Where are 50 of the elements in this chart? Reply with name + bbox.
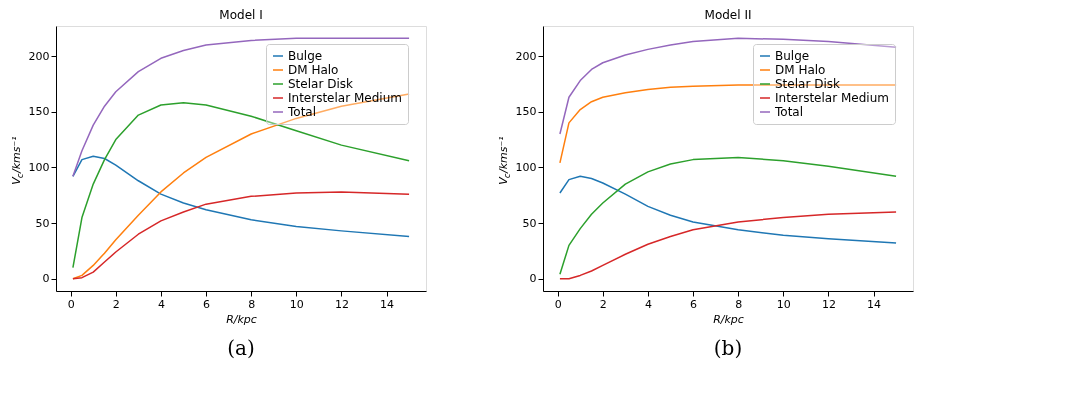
x-tick-label: 6 [203, 297, 211, 311]
legend-label: Total [287, 105, 317, 119]
chart-title: Model II [704, 8, 752, 22]
x-tick-label: 10 [289, 297, 304, 311]
x-tick-label: 2 [112, 297, 120, 311]
x-axis-title: R/kpc [713, 312, 744, 326]
line-series [72, 155, 410, 238]
legend-label: Bulge [288, 49, 323, 63]
x-tick-label: 6 [690, 297, 698, 311]
text: (a) [227, 336, 255, 360]
line-series [559, 175, 897, 244]
y-tick-label: 100 [28, 160, 50, 174]
y-tick-label: 200 [28, 49, 50, 63]
y-tick-label: 50 [35, 216, 50, 230]
x-tick-label: 12 [334, 297, 349, 311]
x-tick-label: 8 [735, 297, 743, 311]
legend-label: Bulge [775, 49, 810, 63]
text: (b) [713, 336, 743, 360]
line-series [559, 37, 897, 135]
y-tick-label: 200 [515, 49, 537, 63]
x-tick-label: 12 [821, 297, 836, 311]
chart-title: Model I [219, 8, 263, 22]
x-tick-label: 4 [644, 297, 652, 311]
legend-label: Stelar Disk [775, 77, 840, 91]
legend-label: DM Halo [775, 63, 826, 77]
y-axis-title: Vc/kms⁻¹ [10, 136, 25, 185]
line-series [72, 191, 410, 280]
y-tick-label: 0 [42, 272, 50, 286]
y-tick-label: 150 [515, 105, 537, 119]
x-tick-label: 0 [67, 297, 75, 311]
y-tick-label: 100 [515, 160, 537, 174]
legend-label: Stelar Disk [288, 77, 353, 91]
y-tick-label: 0 [529, 272, 537, 286]
y-tick-label: 50 [522, 216, 537, 230]
y-tick-label: 150 [28, 105, 50, 119]
legend-label: Total [774, 105, 804, 119]
line-series [72, 37, 410, 178]
x-tick-label: 14 [380, 297, 395, 311]
line-series [559, 156, 897, 276]
x-tick-label: 2 [599, 297, 607, 311]
legend-label: DM Halo [288, 63, 339, 77]
legend-label: Interstelar Medium [775, 91, 889, 105]
x-axis-title: R/kpc [226, 312, 257, 326]
y-axis-title: Vc/kms⁻¹ [497, 136, 512, 185]
x-tick-label: 0 [554, 297, 562, 311]
line-series [559, 211, 897, 280]
x-tick-label: 4 [157, 297, 165, 311]
x-tick-label: 8 [248, 297, 256, 311]
x-tick-label: 10 [776, 297, 791, 311]
x-tick-label: 14 [867, 297, 882, 311]
